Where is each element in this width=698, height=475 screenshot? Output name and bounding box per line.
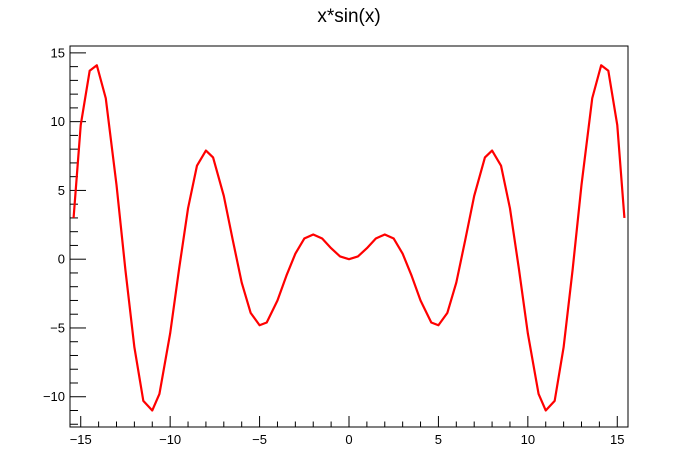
series-line [72, 64, 626, 412]
chart-title: x*sin(x) [317, 6, 380, 27]
x-tick-label: 15 [610, 432, 624, 447]
y-tick-label: 10 [51, 114, 65, 129]
x-axis: −15 −10 −5 0 5 10 15 [70, 416, 625, 447]
y-tick-label: 15 [51, 45, 65, 60]
y-tick-label: −5 [50, 320, 65, 335]
x-tick-label: 10 [521, 432, 535, 447]
x-tick-label: −15 [70, 432, 92, 447]
x-tick-label: 5 [435, 432, 442, 447]
series-group [72, 64, 626, 412]
y-tick-label: −10 [43, 389, 65, 404]
x-tick-label: −10 [159, 432, 181, 447]
y-tick-label: 5 [58, 183, 65, 198]
y-axis: −10 −5 0 5 10 15 [43, 45, 86, 425]
y-tick-label: 0 [58, 252, 65, 267]
plot-frame [69, 45, 629, 428]
x-tick-label: 0 [345, 432, 352, 447]
x-tick-label: −5 [252, 432, 267, 447]
